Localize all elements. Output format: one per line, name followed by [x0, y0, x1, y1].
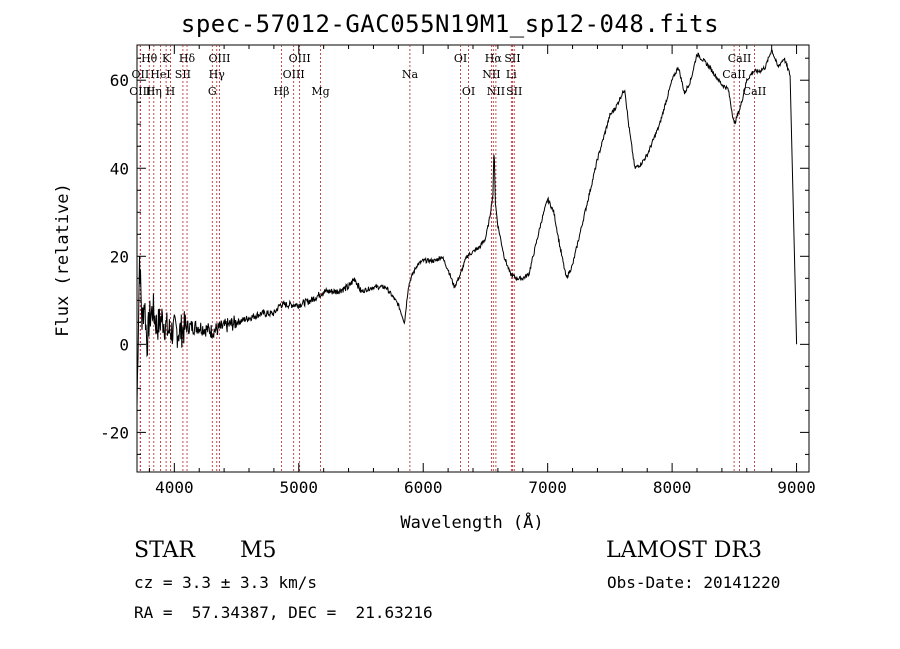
chart-title: spec-57012-GAC055N19M1_sp12-048.fits: [180, 10, 720, 38]
emission-line-label: Hδ: [179, 52, 196, 65]
spectrum-line: [136, 47, 798, 407]
emission-line-label: NII: [482, 68, 500, 81]
y-axis-label: Flux (relative): [53, 183, 73, 337]
y-tick-label: 20: [110, 247, 129, 266]
emission-line-label: Hγ: [209, 68, 226, 81]
emission-line-label: OI: [454, 52, 467, 65]
x-tick-label: 4000: [155, 478, 194, 497]
axis-ticks: [137, 45, 809, 472]
emission-line-label: H: [166, 85, 176, 98]
emission-line-label: CaII: [728, 52, 752, 65]
emission-line-label: Hθ: [141, 52, 158, 65]
y-tick-label: 40: [110, 159, 129, 178]
emission-line-label: Hβ: [274, 85, 290, 98]
emission-line-label: CaII: [743, 85, 767, 98]
emission-line-markers: [139, 45, 755, 472]
emission-line-label: OII: [132, 68, 150, 81]
emission-line-label: Hη: [146, 85, 162, 98]
x-axis-label: Wavelength (Å): [400, 511, 543, 533]
emission-line-label: SII: [175, 68, 191, 81]
y-tick-label: -20: [100, 423, 129, 442]
y-tick-label: 60: [110, 71, 129, 90]
obs-date: Obs-Date: 20141220: [607, 573, 781, 592]
emission-line-label: Hα: [485, 52, 503, 65]
emission-line-label: G: [208, 85, 217, 98]
y-tick-label: 0: [119, 335, 129, 354]
x-tick-label: 5000: [280, 478, 319, 497]
emission-line-labels: Hθ OII OIII HeI Hη K H SII Hδ OIII Hγ G Hβ OIII OIII Mg…: [129, 52, 766, 98]
emission-line-label: OIII: [208, 52, 230, 65]
emission-line-label: OIII: [129, 85, 151, 98]
emission-line-label: NII: [487, 85, 505, 98]
emission-line-label: CaII: [722, 68, 746, 81]
x-tick-label: 9000: [777, 478, 816, 497]
emission-line-label: K: [162, 52, 171, 65]
x-tick-label: 7000: [528, 478, 567, 497]
emission-line-label: HeI: [150, 68, 170, 81]
emission-line-label: SII: [504, 52, 520, 65]
emission-line-label: Na: [402, 68, 419, 81]
survey-name: LAMOST DR3: [606, 538, 762, 563]
emission-line-label: Mg: [311, 85, 329, 98]
x-tick-label: 8000: [653, 478, 692, 497]
x-tick-label: 6000: [404, 478, 443, 497]
emission-line-label: OIII: [289, 52, 311, 65]
object-class: STAR: [134, 538, 195, 563]
plot-frame: [136, 44, 810, 473]
emission-line-label: OIII: [283, 68, 305, 81]
redshift-info: cz = 3.3 ± 3.3 km/s: [134, 573, 318, 592]
coordinates: RA = 57.34387, DEC = 21.63216: [134, 603, 433, 622]
emission-line-label: Li: [506, 68, 517, 81]
emission-line-label: SII: [506, 85, 522, 98]
axis-tick-labels: 4000 5000 6000 7000 8000 9000 -20 0 20 40 60: [100, 71, 816, 497]
emission-line-label: OI: [462, 85, 475, 98]
object-subclass: M5: [240, 538, 277, 563]
